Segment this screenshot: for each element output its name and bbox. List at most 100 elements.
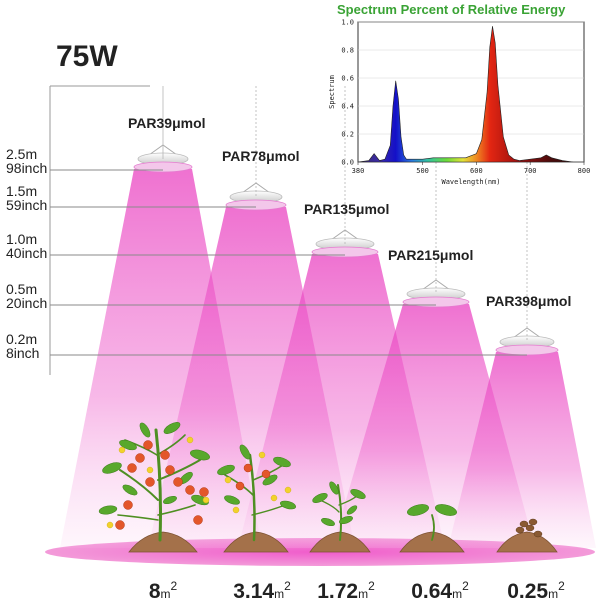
coverage-area-label: 0.25m2 (507, 579, 565, 600)
tomato-fruit (160, 450, 170, 460)
chart-xtick-label: 380 (352, 167, 365, 175)
seed (519, 520, 529, 528)
stem (248, 453, 256, 542)
flower (186, 436, 194, 444)
tomato-fruit (199, 487, 209, 497)
tomato-fruit (173, 477, 183, 487)
height-meters-label: 0.5m (6, 281, 37, 297)
chart-title: Spectrum Percent of Relative Energy (337, 2, 566, 17)
chart-xtick-label: 700 (524, 167, 537, 175)
area-unit: m (161, 587, 171, 600)
leaf (98, 505, 118, 515)
spectrum-chart: Spectrum Percent of Relative Energy 0.0 0… (328, 2, 590, 186)
leaf (312, 493, 328, 503)
leaf (163, 422, 181, 434)
flower (106, 521, 114, 529)
flower (202, 496, 210, 504)
flower (270, 494, 278, 502)
flower (232, 506, 240, 514)
area-exponent: 2 (171, 579, 178, 593)
seedling (399, 504, 465, 553)
chart-xtick-label: 800 (578, 167, 591, 175)
stem (157, 459, 201, 481)
chart-xtick-label: 600 (470, 167, 483, 175)
sprouting-seeds (496, 518, 558, 553)
height-meters-label: 1.0m (6, 231, 37, 247)
tomato-fruit (127, 463, 137, 473)
chart-ytick-label: 0.2 (341, 131, 354, 139)
height-meters-label: 2.5m (6, 146, 37, 162)
area-value: 0.25 (507, 580, 548, 600)
seed (528, 518, 538, 526)
area-unit: m (274, 587, 284, 600)
tomato-fruit (145, 477, 155, 487)
stem (157, 504, 196, 516)
chart-ytick-label: 0.4 (341, 103, 354, 111)
leaf (329, 481, 339, 495)
light-beams (60, 169, 596, 548)
par-label: PAR78μmol (222, 148, 300, 164)
coverage-area-label: 3.14m2 (233, 579, 291, 600)
chart-plot: 0.0 0.2 0.4 0.6 0.8 1.0 380 500 600 700 800 (341, 19, 590, 176)
chart-ytick-label: 0.0 (341, 159, 354, 167)
flower (258, 451, 266, 459)
seed (515, 526, 525, 534)
leaf (350, 489, 366, 499)
tomato-fruit (193, 515, 203, 525)
leaf (239, 444, 251, 460)
tomato-fruit (135, 453, 145, 463)
par-label: PAR398μmol (486, 293, 571, 309)
leaf (190, 449, 210, 461)
tomato-fruit (185, 485, 195, 495)
area-unit: m (548, 587, 558, 600)
lamp-led-face (225, 199, 287, 211)
height-inches-label: 8inch (6, 345, 39, 361)
seed (533, 530, 543, 538)
stem (252, 464, 284, 481)
leaf (435, 504, 457, 516)
area-value: 3.14 (233, 580, 274, 600)
height-inches-label: 20inch (6, 295, 47, 311)
tomato-plant-medium (217, 444, 297, 553)
tomato-plant-large (98, 422, 210, 553)
tomato-fruit (143, 440, 153, 450)
coverage-area-labels: 8m2 3.14m2 1.72m2 0.64m2 0.25m2 (149, 579, 565, 600)
spectrum-area (357, 26, 584, 163)
soil-mound (496, 531, 558, 553)
height-inches-label: 40inch (6, 245, 47, 261)
area-exponent: 2 (462, 579, 469, 593)
height-meters-label: 0.2m (6, 331, 37, 347)
area-unit: m (358, 587, 368, 600)
leaf (273, 456, 291, 468)
area-value: 1.72 (317, 580, 358, 600)
par-label: PAR39μmol (128, 115, 206, 131)
leaf (139, 422, 151, 438)
chart-ytick-label: 0.6 (341, 75, 354, 83)
chart-ytick-label: 0.8 (341, 47, 354, 55)
leaf (407, 504, 429, 516)
tomato-fruit (165, 465, 175, 475)
leaf (163, 495, 177, 505)
tomato-fruit (235, 481, 245, 491)
par-label: PAR135μmol (304, 201, 389, 217)
coverage-area-label: 1.72m2 (317, 579, 375, 600)
lamp (495, 327, 559, 356)
height-inches-label: 59inch (6, 197, 47, 213)
coverage-area-label: 0.64m2 (411, 579, 469, 600)
chart-ytick-label: 1.0 (341, 19, 354, 27)
flower (284, 486, 292, 494)
tomato-fruit (123, 500, 133, 510)
leaf (122, 484, 138, 496)
flower (118, 446, 126, 454)
plants (98, 422, 558, 553)
soil-mound (128, 531, 198, 553)
flower (146, 466, 154, 474)
stem (154, 428, 162, 542)
young-plant (309, 481, 371, 553)
par-labels: PAR39μmol PAR78μmol PAR135μmol PAR215μmol PA… (128, 115, 571, 309)
chart-xlabel: Wavelength(nm) (441, 178, 500, 186)
height-gridlines (50, 86, 528, 356)
leaf (339, 515, 353, 525)
